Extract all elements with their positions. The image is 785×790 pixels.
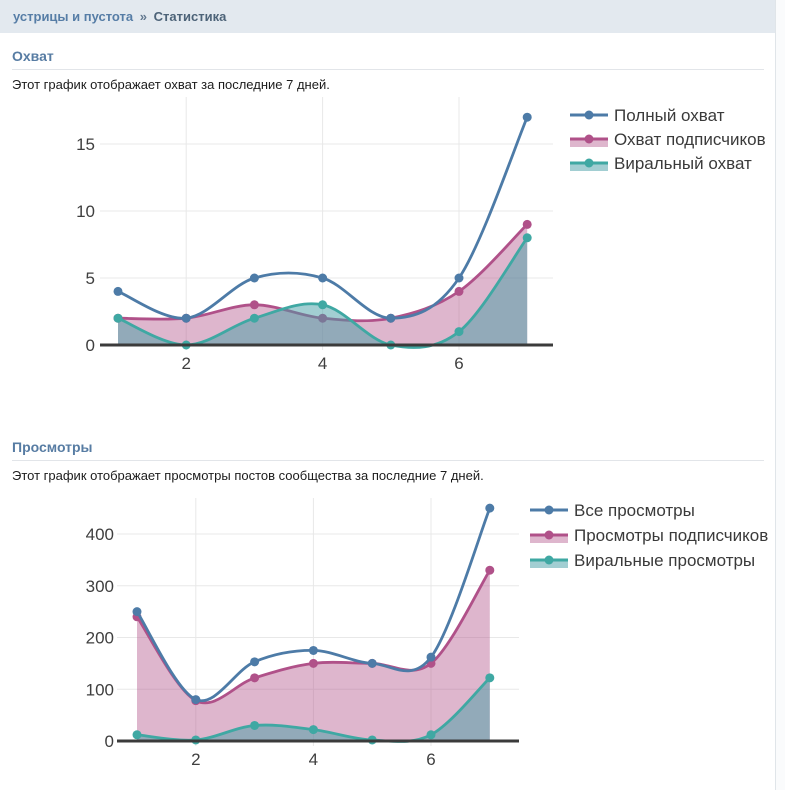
series-area-fill bbox=[137, 677, 490, 742]
legend-item[interactable]: Все просмотры bbox=[530, 501, 695, 520]
legend-item[interactable]: Виральные просмотры bbox=[530, 551, 755, 570]
series-data-point[interactable] bbox=[308, 725, 318, 735]
x-tick-label: 2 bbox=[181, 354, 190, 373]
series-data-point[interactable] bbox=[485, 565, 495, 575]
x-tick-label: 6 bbox=[426, 750, 435, 769]
series-data-point[interactable] bbox=[132, 607, 142, 617]
reach-section: Охват Этот график отображает охват за по… bbox=[12, 48, 764, 92]
legend-label: Просмотры подписчиков bbox=[574, 526, 768, 545]
legend-label: Охват подписчиков bbox=[614, 130, 766, 149]
section-title-reach: Охват bbox=[12, 48, 764, 70]
legend-label: Все просмотры bbox=[574, 501, 695, 520]
series-data-point[interactable] bbox=[318, 300, 328, 310]
y-tick-label: 400 bbox=[86, 525, 114, 544]
y-tick-label: 5 bbox=[86, 269, 95, 288]
legend-item[interactable]: Полный охват bbox=[570, 106, 725, 125]
series-data-point[interactable] bbox=[454, 286, 464, 296]
series-data-point[interactable] bbox=[522, 112, 532, 122]
series-data-point[interactable] bbox=[308, 645, 318, 655]
series-data-point[interactable] bbox=[250, 720, 260, 730]
legend-item[interactable]: Охват подписчиков bbox=[570, 130, 766, 149]
x-tick-label: 4 bbox=[318, 354, 327, 373]
series-data-point[interactable] bbox=[485, 673, 495, 683]
series-data-point[interactable] bbox=[454, 273, 464, 283]
series-data-point[interactable] bbox=[113, 286, 123, 296]
section-description-reach: Этот график отображает охват за последни… bbox=[12, 77, 330, 92]
series-data-point[interactable] bbox=[249, 300, 259, 310]
series-data-point[interactable] bbox=[386, 313, 396, 323]
series-data-point[interactable] bbox=[249, 313, 259, 323]
breadcrumb-group-link[interactable]: устрицы и пустота bbox=[13, 9, 134, 24]
series-data-point[interactable] bbox=[249, 273, 259, 283]
series-data-point[interactable] bbox=[308, 658, 318, 668]
breadcrumb: устрицы и пустота » Статистика bbox=[0, 0, 775, 33]
legend-label: Полный охват bbox=[614, 106, 725, 125]
legend-dot bbox=[544, 530, 554, 540]
y-tick-label: 300 bbox=[86, 577, 114, 596]
legend-item[interactable]: Просмотры подписчиков bbox=[530, 526, 768, 545]
series-data-point[interactable] bbox=[485, 503, 495, 513]
legend-dot bbox=[544, 555, 554, 565]
series-data-point[interactable] bbox=[426, 730, 436, 740]
y-tick-label: 0 bbox=[105, 732, 114, 751]
series-data-point[interactable] bbox=[250, 657, 260, 667]
legend-dot bbox=[584, 110, 594, 120]
legend-label: Виральный охват bbox=[614, 154, 752, 173]
series-data-point[interactable] bbox=[454, 327, 464, 337]
legend-label: Виральные просмотры bbox=[574, 551, 755, 570]
legend-dot bbox=[544, 505, 554, 515]
series-data-point[interactable] bbox=[318, 273, 328, 283]
legend-dot bbox=[584, 158, 594, 168]
series-data-point[interactable] bbox=[426, 652, 436, 662]
legend-item[interactable]: Виральный охват bbox=[570, 154, 752, 173]
series-area-fill bbox=[118, 224, 528, 345]
x-tick-label: 6 bbox=[454, 354, 463, 373]
legend-dot bbox=[584, 134, 594, 144]
series-data-point[interactable] bbox=[191, 695, 201, 705]
series-data-point[interactable] bbox=[250, 673, 260, 683]
breadcrumb-current: Статистика bbox=[153, 9, 227, 24]
x-tick-label: 4 bbox=[309, 750, 318, 769]
y-tick-label: 100 bbox=[86, 680, 114, 699]
views-chart-canvas: 0 100 200 300 400 2 4 6 Все просмотры Просмотры п… bbox=[86, 498, 768, 769]
series-data-point[interactable] bbox=[522, 233, 532, 243]
x-tick-label: 2 bbox=[191, 750, 200, 769]
series-area-fill bbox=[118, 237, 528, 348]
series-data-point[interactable] bbox=[132, 730, 142, 740]
series-data-point[interactable] bbox=[113, 313, 123, 323]
series-data-point[interactable] bbox=[522, 219, 532, 229]
section-description-views: Этот график отображает просмотры постов … bbox=[12, 468, 484, 483]
page-right-margin bbox=[775, 0, 785, 790]
section-title-views: Просмотры bbox=[12, 439, 764, 461]
breadcrumb-separator: » bbox=[139, 9, 148, 24]
series-data-point[interactable] bbox=[367, 658, 377, 668]
y-tick-label: 15 bbox=[76, 135, 95, 154]
reach-chart-canvas: 0 5 10 15 2 4 6 Полный охват Охват подписчиков Ви… bbox=[76, 97, 766, 373]
views-section: Просмотры Этот график отображает просмот… bbox=[12, 439, 764, 483]
y-tick-label: 200 bbox=[86, 629, 114, 648]
y-tick-label: 0 bbox=[86, 336, 95, 355]
series-area-fill bbox=[137, 570, 490, 741]
y-tick-label: 10 bbox=[76, 202, 95, 221]
series-data-point[interactable] bbox=[181, 313, 191, 323]
